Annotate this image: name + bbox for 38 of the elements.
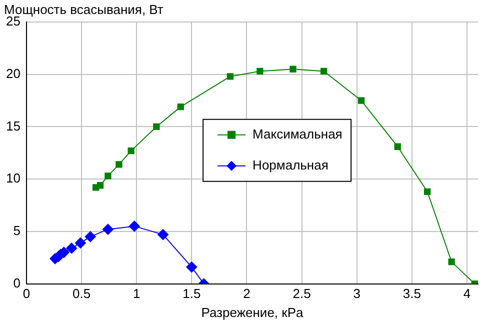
- point: [290, 66, 296, 72]
- x-tick-label: 0.5: [72, 286, 91, 302]
- point: [320, 68, 328, 75]
- point: [74, 237, 86, 248]
- y-tick-label: 15: [6, 118, 20, 134]
- point: [256, 68, 264, 75]
- x-tick-label: 3: [353, 286, 360, 302]
- y-tick-label: 10: [6, 170, 20, 186]
- point: [102, 224, 114, 235]
- point: [158, 229, 169, 240]
- x-tick-label: 2: [243, 286, 250, 302]
- legend-label: Максимальная: [252, 126, 342, 142]
- y-tick-label: 5: [13, 223, 20, 238]
- point: [448, 258, 455, 266]
- point: [128, 220, 140, 232]
- point: [128, 147, 134, 154]
- x-axis-title: Разрежение, кPa: [201, 304, 304, 320]
- point: [116, 161, 122, 168]
- x-tick-label: 1: [132, 286, 140, 302]
- y-tick-label: 20: [6, 66, 20, 81]
- point: [424, 188, 431, 195]
- point: [96, 182, 104, 189]
- point: [84, 231, 96, 242]
- x-tick-label: 0: [22, 286, 30, 302]
- y-tick-label: 0: [13, 275, 20, 290]
- x-tick-label: 2.5: [292, 286, 311, 302]
- point: [358, 97, 365, 104]
- point: [177, 103, 184, 110]
- legend-label: Нормальная: [252, 157, 328, 172]
- point: [394, 143, 401, 150]
- point: [104, 172, 112, 180]
- x-tick-label: 1.5: [182, 286, 201, 302]
- point: [186, 262, 198, 273]
- point: [226, 73, 234, 80]
- point: [153, 123, 160, 130]
- x-tick-label: 3.5: [402, 286, 421, 302]
- point: [66, 242, 78, 254]
- x-tick-label: 4: [463, 286, 471, 302]
